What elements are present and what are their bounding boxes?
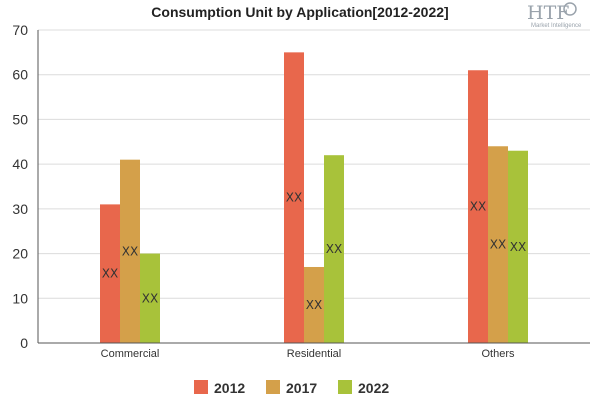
data-label: XX [102, 267, 118, 281]
data-label: XX [122, 244, 138, 258]
data-label: XX [510, 240, 526, 254]
legend-swatch [266, 380, 280, 394]
y-tick-label: 30 [12, 201, 28, 217]
htf-logo: HTF Market Intelligence [527, 2, 582, 29]
data-label: XX [286, 191, 302, 205]
logo-text: HTF [527, 2, 569, 24]
data-label: XX [490, 238, 506, 252]
legend: 2012 2017 2022 [194, 380, 389, 396]
y-tick-label: 0 [20, 335, 28, 351]
legend-label: 2012 [214, 380, 245, 396]
y-tick-label: 60 [12, 67, 28, 83]
data-label: XX [142, 291, 158, 305]
y-tick-label: 40 [12, 156, 28, 172]
y-tick-label: 50 [12, 111, 28, 127]
logo-subtitle: Market Intelligence [531, 23, 582, 29]
bar [508, 150, 528, 343]
bar [120, 159, 140, 343]
logo-globe-icon [563, 2, 577, 16]
bar [324, 155, 344, 343]
bar [284, 52, 304, 343]
x-tick-label: Commercial [101, 348, 160, 360]
legend-swatch [338, 380, 352, 394]
axes: 0 10 20 30 40 50 60 70 Commercial Residential Othe… [12, 22, 590, 360]
y-tick-label: 10 [12, 290, 28, 306]
y-tick-label: 70 [12, 22, 28, 38]
bars: XX XX XX XX XX XX XX XX XX [100, 52, 528, 343]
bar [304, 266, 324, 343]
legend-label: 2017 [286, 380, 317, 396]
data-label: XX [306, 298, 322, 312]
y-tick-label: 20 [12, 246, 28, 262]
x-tick-label: Residential [287, 348, 341, 360]
data-label: XX [470, 200, 486, 214]
bar [140, 253, 160, 343]
bar [100, 204, 120, 343]
chart-title: Consumption Unit by Application[2012-202… [151, 4, 448, 20]
bar [468, 70, 488, 343]
data-label: XX [326, 242, 342, 256]
bar [488, 146, 508, 343]
x-tick-label: Others [481, 348, 515, 360]
legend-swatch [194, 380, 208, 394]
legend-label: 2022 [358, 380, 389, 396]
